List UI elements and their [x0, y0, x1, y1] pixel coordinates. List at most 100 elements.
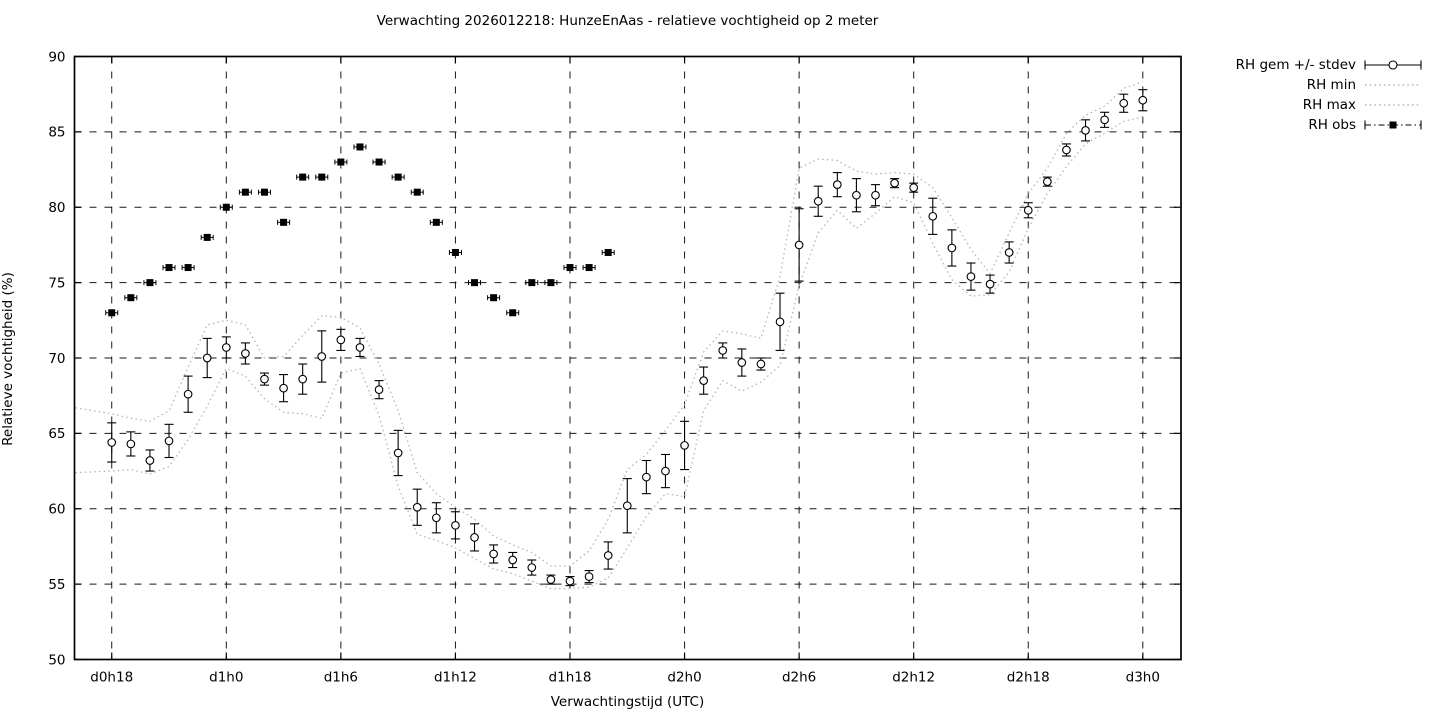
circle-marker [985, 279, 995, 289]
legend-item-rh-gem: RH gem +/- stdev [1236, 55, 1422, 75]
x-tick-label: d1h6 [324, 670, 358, 686]
mean-errorbar-point [1100, 111, 1110, 128]
circle-marker [813, 196, 823, 206]
square-marker [241, 188, 249, 196]
obs-point [296, 173, 310, 181]
circle-marker [164, 436, 174, 446]
circle-marker [890, 178, 899, 188]
mean-errorbar-point [450, 511, 460, 540]
mean-errorbar-point [775, 292, 785, 352]
circle-marker [546, 575, 556, 584]
obs-point [544, 279, 558, 287]
circle-marker [718, 346, 728, 355]
legend-item-rh-min: RH min [1236, 75, 1422, 95]
mean-errorbar-point [584, 570, 594, 584]
circle-marker [1023, 205, 1033, 215]
circle-marker [909, 183, 919, 193]
y-tick-label: 60 [48, 502, 65, 518]
x-tick-label: d2h0 [667, 670, 701, 686]
mean-errorbar-point [1004, 241, 1014, 264]
mean-errorbar-point [909, 182, 919, 193]
square-marker [222, 203, 230, 211]
x-tick-label: d0h18 [90, 670, 133, 686]
circle-marker [699, 376, 708, 385]
circle-marker [794, 240, 804, 250]
mean-errorbar-point [1138, 89, 1148, 112]
mean-errorbar-point [412, 488, 422, 526]
mean-errorbar-point [183, 375, 193, 413]
mean-errorbar-point [603, 541, 613, 570]
square-marker [356, 143, 364, 151]
mean-errorbar-point [870, 184, 880, 207]
circle-marker [1119, 98, 1129, 108]
circle-marker [431, 513, 441, 523]
circle-marker [1100, 115, 1109, 125]
y-tick-label: 65 [48, 426, 65, 442]
circle-marker [107, 438, 117, 447]
mean-errorbar-point [947, 229, 957, 267]
circle-marker [489, 549, 498, 559]
x-tick-label: d2h6 [782, 670, 816, 686]
circle-marker [451, 520, 460, 530]
circle-marker [336, 335, 346, 345]
obs-point [448, 248, 462, 256]
circle-marker [661, 466, 670, 476]
circle-marker [966, 272, 976, 281]
envelope-layer [75, 81, 1144, 590]
obs-point [372, 158, 386, 166]
obs-point [391, 173, 405, 181]
mean-errorbar-point [508, 551, 518, 569]
obs-point [162, 264, 176, 272]
mean-errorbar-point [737, 348, 747, 377]
x-tick-label: d1h18 [549, 670, 592, 686]
square-marker [432, 218, 440, 226]
mean-errorbar-point [298, 363, 308, 395]
mean-errorbar-point [221, 336, 231, 359]
legend-label-rh-gem: RH gem +/- stdev [1235, 57, 1356, 73]
square-marker [108, 309, 116, 317]
mean-errorbar-point [851, 178, 861, 213]
square-marker [394, 173, 402, 181]
circle-marker [603, 551, 613, 560]
mean-errorbar-point [966, 262, 976, 291]
square-marker [127, 294, 135, 302]
circle-marker [622, 501, 632, 511]
obs-point [143, 279, 157, 287]
x-tick-label: d1h0 [209, 670, 243, 686]
mean-errorbar-point [680, 420, 690, 471]
circle-marker [374, 385, 384, 395]
mean-errorbar-point [1081, 119, 1091, 142]
mean-errorbar-point [374, 380, 384, 400]
circle-marker [737, 358, 747, 367]
circle-marker [642, 472, 651, 482]
mean-errorbar-point [317, 330, 327, 383]
square-marker [299, 173, 307, 181]
chart-title: Verwachting 2026012218: HunzeEnAas - rel… [376, 13, 879, 29]
x-tick-label: d3h0 [1126, 670, 1160, 686]
circle-marker [317, 352, 327, 361]
mean-errorbar-point [470, 523, 480, 552]
circle-marker [221, 343, 231, 352]
chart-legend: RH gem +/- stdev RH min RH max RH obs [1236, 55, 1422, 135]
circle-marker [1062, 145, 1071, 155]
legend-label-rh-obs: RH obs [1308, 117, 1356, 133]
square-marker [280, 218, 288, 226]
mean-errorbar-point [794, 208, 804, 282]
mean-errorbar-point [890, 178, 900, 189]
legend-label-rh-max: RH max [1302, 97, 1356, 113]
mean-errorbar-point [259, 372, 269, 386]
mean-errorbar-point [527, 559, 537, 576]
legend-item-rh-max: RH max [1236, 95, 1422, 115]
dashdot-square-sample-icon [1364, 120, 1422, 130]
rh-max-line [75, 81, 1144, 567]
obs-point [563, 264, 577, 272]
mean-errorbar-point [1023, 202, 1033, 219]
mean-errorbar-point [813, 185, 823, 217]
square-marker [203, 233, 211, 241]
circle-marker [508, 555, 518, 565]
mean-errorbar-point [1061, 143, 1071, 157]
mean-errorbar-point [985, 274, 995, 294]
mean-errorbar-point [756, 357, 766, 371]
obs-point [257, 188, 271, 196]
